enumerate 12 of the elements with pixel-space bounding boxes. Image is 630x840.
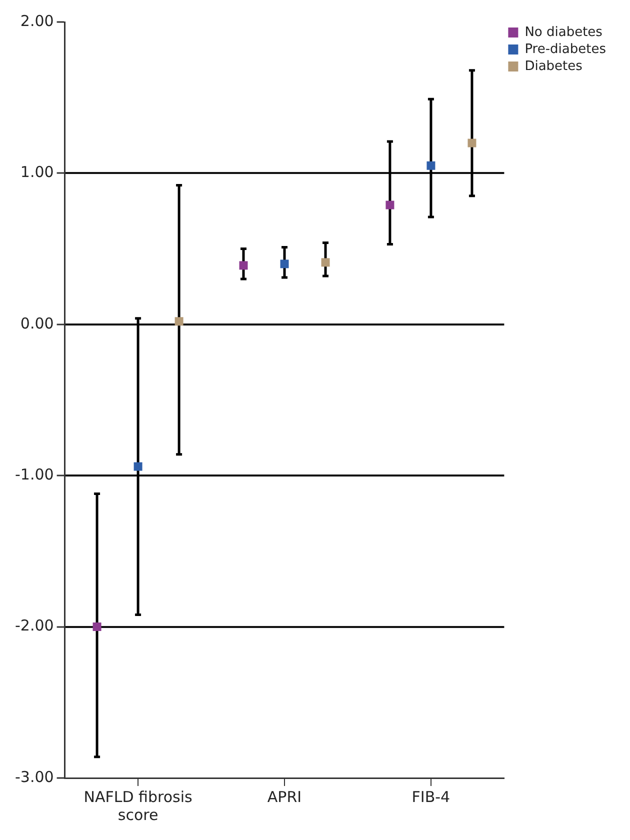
y-tick-label: -3.00 <box>15 768 54 786</box>
y-tick-label: 2.00 <box>20 12 54 30</box>
x-tick-label: NAFLD fibrosis score <box>84 788 193 824</box>
x-tick-label: APRI <box>267 788 302 806</box>
x-tick-label: FIB-4 <box>412 788 450 806</box>
y-tick-label: 1.00 <box>20 163 54 182</box>
y-tick-label: 0.00 <box>20 314 54 332</box>
y-tick-label: -1.00 <box>15 465 54 484</box>
y-tick-label: -2.00 <box>15 616 54 635</box>
legend-label: Diabetes <box>524 58 583 74</box>
legend-label: No diabetes <box>524 24 603 40</box>
legend-label: Pre-diabetes <box>524 42 606 57</box>
